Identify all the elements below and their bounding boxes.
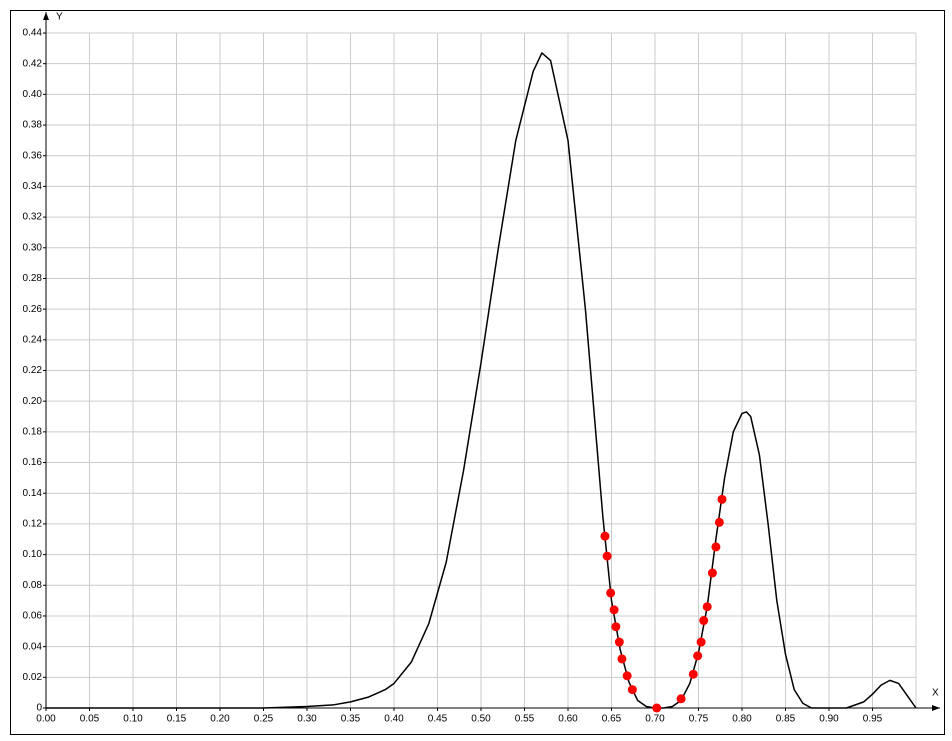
y-tick-label: 0.24 <box>23 334 43 345</box>
y-tick-label: 0.14 <box>23 488 43 499</box>
y-tick-label: 0.12 <box>23 519 43 530</box>
x-axis-label: X <box>932 688 939 699</box>
y-tick-label: 0.06 <box>23 611 43 622</box>
y-tick-label: 0.18 <box>23 427 43 438</box>
y-tick-label: 0.28 <box>23 273 43 284</box>
data-point <box>627 685 637 695</box>
y-axis-label: Y <box>56 12 63 23</box>
x-tick-label: 0.60 <box>558 714 578 725</box>
data-point <box>614 637 624 647</box>
data-point <box>609 605 619 615</box>
data-point <box>606 588 616 598</box>
y-tick-label: 0.20 <box>23 396 43 407</box>
y-tick-label: 0.38 <box>23 120 43 131</box>
y-tick-label: 0.22 <box>23 365 43 376</box>
x-tick-label: 0.30 <box>297 714 317 725</box>
x-tick-label: 0.15 <box>167 714 187 725</box>
x-axis-arrow <box>932 705 940 711</box>
data-point <box>711 542 721 552</box>
data-point <box>676 694 686 704</box>
data-point <box>600 531 610 541</box>
y-tick-label: 0 <box>36 703 42 714</box>
x-tick-label: 0.00 <box>36 714 56 725</box>
x-tick-label: 0.40 <box>384 714 404 725</box>
x-tick-label: 0.10 <box>123 714 143 725</box>
y-tick-label: 0.44 <box>23 28 43 39</box>
x-tick-label: 0.05 <box>80 714 100 725</box>
x-tick-label: 0.25 <box>254 714 274 725</box>
y-tick-label: 0.36 <box>23 150 43 161</box>
data-point <box>617 654 627 664</box>
data-point <box>693 651 703 661</box>
y-tick-label: 0.08 <box>23 580 43 591</box>
x-tick-label: 0.80 <box>732 714 752 725</box>
data-point <box>602 551 612 561</box>
data-point <box>696 637 706 647</box>
data-point <box>707 568 717 578</box>
x-tick-label: 0.45 <box>428 714 448 725</box>
x-tick-label: 0.50 <box>471 714 491 725</box>
x-tick-label: 0.55 <box>515 714 535 725</box>
y-tick-label: 0.04 <box>23 641 43 652</box>
data-point <box>652 703 662 713</box>
curve <box>46 52 917 709</box>
data-point <box>717 494 727 504</box>
y-tick-label: 0.42 <box>23 58 43 69</box>
x-tick-label: 0.95 <box>863 714 883 725</box>
x-tick-label: 0.65 <box>602 714 622 725</box>
y-tick-label: 0.16 <box>23 457 43 468</box>
y-tick-label: 0.02 <box>23 672 43 683</box>
x-tick-label: 0.35 <box>341 714 361 725</box>
y-tick-label: 0.26 <box>23 304 43 315</box>
y-tick-label: 0.30 <box>23 242 43 253</box>
x-tick-label: 0.90 <box>819 714 839 725</box>
x-tick-label: 0.70 <box>645 714 665 725</box>
y-tick-label: 0.32 <box>23 212 43 223</box>
data-point <box>714 517 724 527</box>
data-point <box>699 616 709 626</box>
data-point <box>622 671 632 681</box>
x-tick-label: 0.75 <box>689 714 709 725</box>
frame <box>10 10 945 735</box>
data-point <box>611 622 621 632</box>
data-point <box>702 602 712 612</box>
y-tick-label: 0.34 <box>23 181 43 192</box>
x-tick-label: 0.85 <box>776 714 796 725</box>
y-tick-label: 0.10 <box>23 549 43 560</box>
y-tick-label: 0.40 <box>23 89 43 100</box>
x-tick-label: 0.20 <box>210 714 230 725</box>
data-point <box>688 669 698 679</box>
y-axis-arrow <box>43 12 49 20</box>
